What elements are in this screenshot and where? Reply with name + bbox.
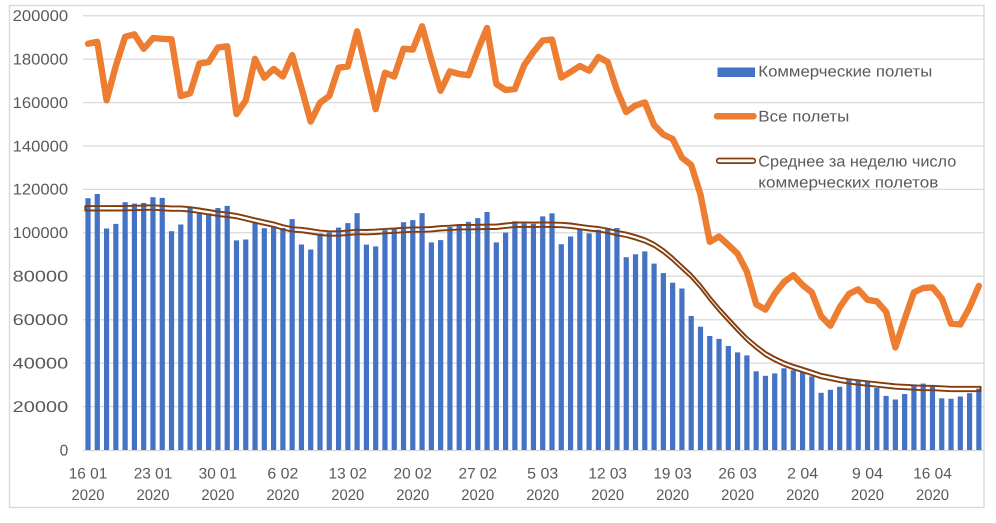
svg-text:2020: 2020: [851, 487, 884, 504]
svg-text:200000: 200000: [13, 8, 69, 25]
svg-text:40000: 40000: [13, 355, 69, 372]
svg-text:2 04: 2 04: [787, 466, 819, 483]
svg-text:160000: 160000: [13, 95, 69, 112]
svg-text:9 04: 9 04: [852, 466, 884, 483]
svg-text:2020: 2020: [72, 487, 105, 504]
svg-text:30 01: 30 01: [199, 466, 238, 483]
svg-text:20 02: 20 02: [394, 466, 433, 483]
svg-text:2020: 2020: [591, 487, 624, 504]
svg-text:2020: 2020: [721, 487, 754, 504]
svg-text:16 04: 16 04: [913, 466, 952, 483]
svg-text:120000: 120000: [13, 182, 69, 199]
svg-text:Все полеты: Все полеты: [758, 109, 849, 126]
svg-text:19 03: 19 03: [653, 466, 692, 483]
svg-text:2020: 2020: [137, 487, 170, 504]
svg-text:13 02: 13 02: [329, 466, 368, 483]
svg-text:180000: 180000: [13, 51, 69, 68]
svg-text:коммерческих полетов: коммерческих полетов: [758, 174, 938, 191]
svg-text:26 03: 26 03: [718, 466, 757, 483]
svg-text:2020: 2020: [656, 487, 689, 504]
svg-text:16 01: 16 01: [69, 466, 108, 483]
svg-text:2020: 2020: [331, 487, 364, 504]
svg-text:2020: 2020: [916, 487, 949, 504]
svg-text:60000: 60000: [13, 312, 69, 329]
svg-text:2020: 2020: [786, 487, 819, 504]
svg-text:23 01: 23 01: [134, 466, 173, 483]
svg-text:2020: 2020: [201, 487, 234, 504]
svg-text:27 02: 27 02: [459, 466, 498, 483]
svg-text:140000: 140000: [13, 138, 69, 155]
svg-text:Коммерческие полеты: Коммерческие полеты: [758, 64, 932, 81]
svg-text:100000: 100000: [13, 225, 69, 242]
svg-text:2020: 2020: [396, 487, 429, 504]
svg-text:5 03: 5 03: [527, 466, 558, 483]
svg-text:80000: 80000: [13, 269, 69, 286]
svg-text:2020: 2020: [461, 487, 494, 504]
svg-text:6 02: 6 02: [267, 466, 298, 483]
svg-text:0: 0: [60, 442, 69, 459]
svg-text:2020: 2020: [266, 487, 299, 504]
svg-text:12 03: 12 03: [588, 466, 627, 483]
svg-text:20000: 20000: [13, 399, 69, 416]
svg-text:2020: 2020: [526, 487, 559, 504]
svg-text:Среднее за неделю число: Среднее за неделю число: [758, 153, 956, 170]
